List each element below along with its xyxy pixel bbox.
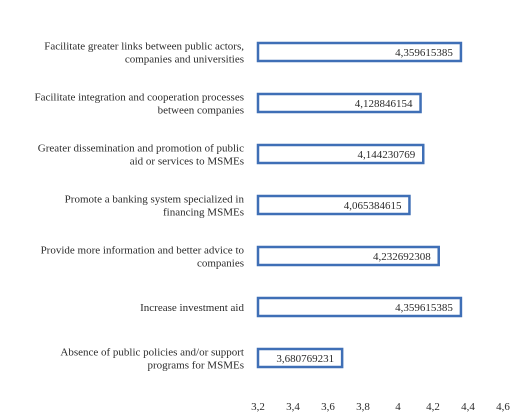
- x-tick-label: 3,8: [356, 401, 370, 413]
- data-label: 4,065384615: [344, 200, 402, 212]
- category-label: Facilitate integration and cooperation p…: [34, 92, 244, 117]
- category-label: Promote a banking system specialized in f…: [65, 194, 245, 219]
- bar: [256, 92, 422, 114]
- category-label: Greater dissemination and promotion of p…: [38, 143, 244, 168]
- value-labels: 4,359615385 4,128846154 4,144230769 4,06538…: [276, 47, 453, 365]
- category-label: Provide more information and better advi…: [41, 245, 245, 270]
- x-tick-label: 4: [395, 401, 401, 413]
- bar: [256, 41, 463, 63]
- x-tick-label: 3,6: [321, 401, 335, 413]
- bars: [256, 41, 463, 369]
- bar: [256, 296, 463, 318]
- category-label: Increase investment aid: [140, 302, 244, 314]
- bar: [256, 194, 411, 216]
- x-tick-label: 4,2: [426, 401, 440, 413]
- bar: [256, 245, 440, 267]
- x-tick-label: 3,2: [251, 401, 265, 413]
- category-labels: Facilitate greater links between public …: [34, 41, 244, 372]
- data-label: 4,144230769: [357, 149, 415, 161]
- category-label: Absence of public policies and/or suppor…: [60, 347, 244, 372]
- data-label: 4,128846154: [355, 98, 413, 110]
- x-axis-ticks: 3,2 3,4 3,6 3,8 4 4,2 4,4 4,6: [251, 401, 510, 413]
- data-label: 4,359615385: [395, 302, 453, 314]
- data-label: 4,232692308: [373, 251, 431, 263]
- category-label: Facilitate greater links between public …: [44, 41, 244, 66]
- x-tick-label: 3,4: [286, 401, 300, 413]
- x-tick-label: 4,6: [496, 401, 510, 413]
- data-label: 3,680769231: [276, 353, 334, 365]
- bar: [256, 143, 425, 165]
- data-label: 4,359615385: [395, 47, 453, 59]
- bar: [256, 347, 344, 369]
- x-tick-label: 4,4: [461, 401, 475, 413]
